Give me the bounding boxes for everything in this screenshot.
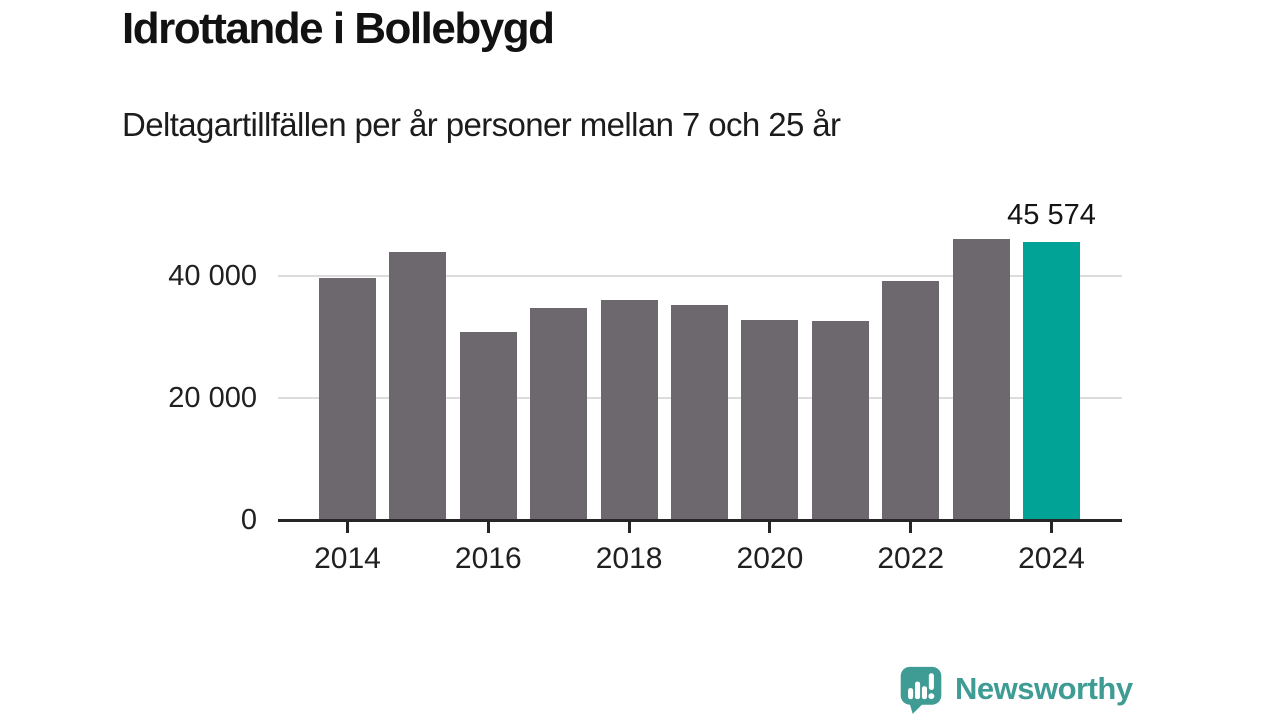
newsworthy-logo-text: Newsworthy <box>955 671 1133 706</box>
bar-2014 <box>319 278 376 520</box>
bar-2015 <box>389 252 447 520</box>
bar-2023 <box>952 239 1010 520</box>
highlight-value-label: 45 574 <box>1007 198 1096 231</box>
x-axis-tick-label: 2014 <box>314 542 381 575</box>
x-axis-tick-label: 2022 <box>877 542 945 575</box>
bar-2024 <box>1023 241 1080 520</box>
x-axis-line <box>278 519 1122 522</box>
x-axis-tick <box>346 522 349 533</box>
bar-2018 <box>600 300 658 520</box>
chart-subtitle: Deltagartillfällen per år personer mella… <box>122 106 841 143</box>
bar-2022 <box>882 281 940 520</box>
bar-2019 <box>671 305 728 520</box>
newsworthy-logo[interactable]: Newsworthy <box>897 664 1133 714</box>
bar-2016 <box>459 332 517 520</box>
bar-2021 <box>811 321 869 520</box>
newsworthy-speech-bubble-chart-icon <box>897 664 945 714</box>
y-axis-tick-label: 40 000 <box>168 260 257 292</box>
chart-title: Idrottande i Bollebygd <box>122 4 555 53</box>
x-axis-tick-label: 2018 <box>595 542 663 575</box>
x-axis-tick <box>1050 522 1053 533</box>
x-axis-tick-label: 2020 <box>736 542 804 575</box>
bar-2017 <box>530 308 588 520</box>
x-axis-tick <box>486 522 490 533</box>
x-axis-tick-label: 2024 <box>1018 542 1085 575</box>
gridline-40000 <box>278 275 1122 277</box>
y-axis-tick-label: 0 <box>240 504 257 536</box>
bar-2020 <box>741 319 799 520</box>
x-axis-tick-label: 2016 <box>454 542 522 575</box>
x-axis-tick <box>627 522 631 533</box>
y-axis-tick-label: 20 000 <box>168 382 257 414</box>
x-axis-tick <box>768 522 772 533</box>
x-axis-tick <box>909 522 913 533</box>
